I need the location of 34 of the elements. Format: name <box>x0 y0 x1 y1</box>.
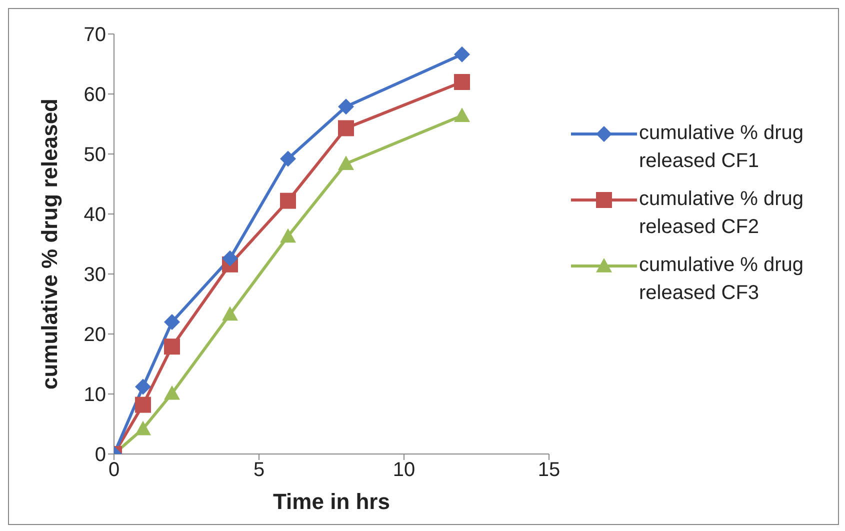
point <box>454 74 470 90</box>
point <box>164 314 180 330</box>
y-tick-label: 60 <box>84 84 106 106</box>
x-tick-label: 5 <box>253 459 265 482</box>
y-tick-label: 70 <box>84 24 106 46</box>
point <box>338 156 354 170</box>
y-tick-label: 50 <box>84 144 106 166</box>
point <box>454 46 470 62</box>
y-tick-label: 10 <box>84 384 106 406</box>
point <box>135 420 151 436</box>
legend-label: cumulative % drug released CF1 <box>639 121 805 174</box>
legend-label: cumulative % drug released CF2 <box>639 187 805 240</box>
x-axis-title: Time in hrs <box>273 489 390 514</box>
point <box>164 338 180 355</box>
x-tick-label: 10 <box>392 459 416 482</box>
point <box>338 120 354 136</box>
y-tick-label: 40 <box>84 204 106 226</box>
point <box>135 396 151 413</box>
point <box>280 228 296 243</box>
y-tick-label: 30 <box>84 264 106 286</box>
point <box>280 192 296 209</box>
y-tick-label: 20 <box>84 324 106 346</box>
point <box>280 150 296 167</box>
y-tick-label: 0 <box>94 444 106 466</box>
legend-label: cumulative % drug released CF3 <box>639 253 805 306</box>
point <box>222 306 238 321</box>
point <box>454 108 470 122</box>
point <box>222 250 238 266</box>
x-tick-label: 0 <box>108 459 120 482</box>
y-axis-title: cumulative % drug released <box>36 98 62 390</box>
point <box>135 378 151 395</box>
point <box>164 385 180 400</box>
point <box>338 98 354 115</box>
x-tick-label: 15 <box>538 459 560 482</box>
